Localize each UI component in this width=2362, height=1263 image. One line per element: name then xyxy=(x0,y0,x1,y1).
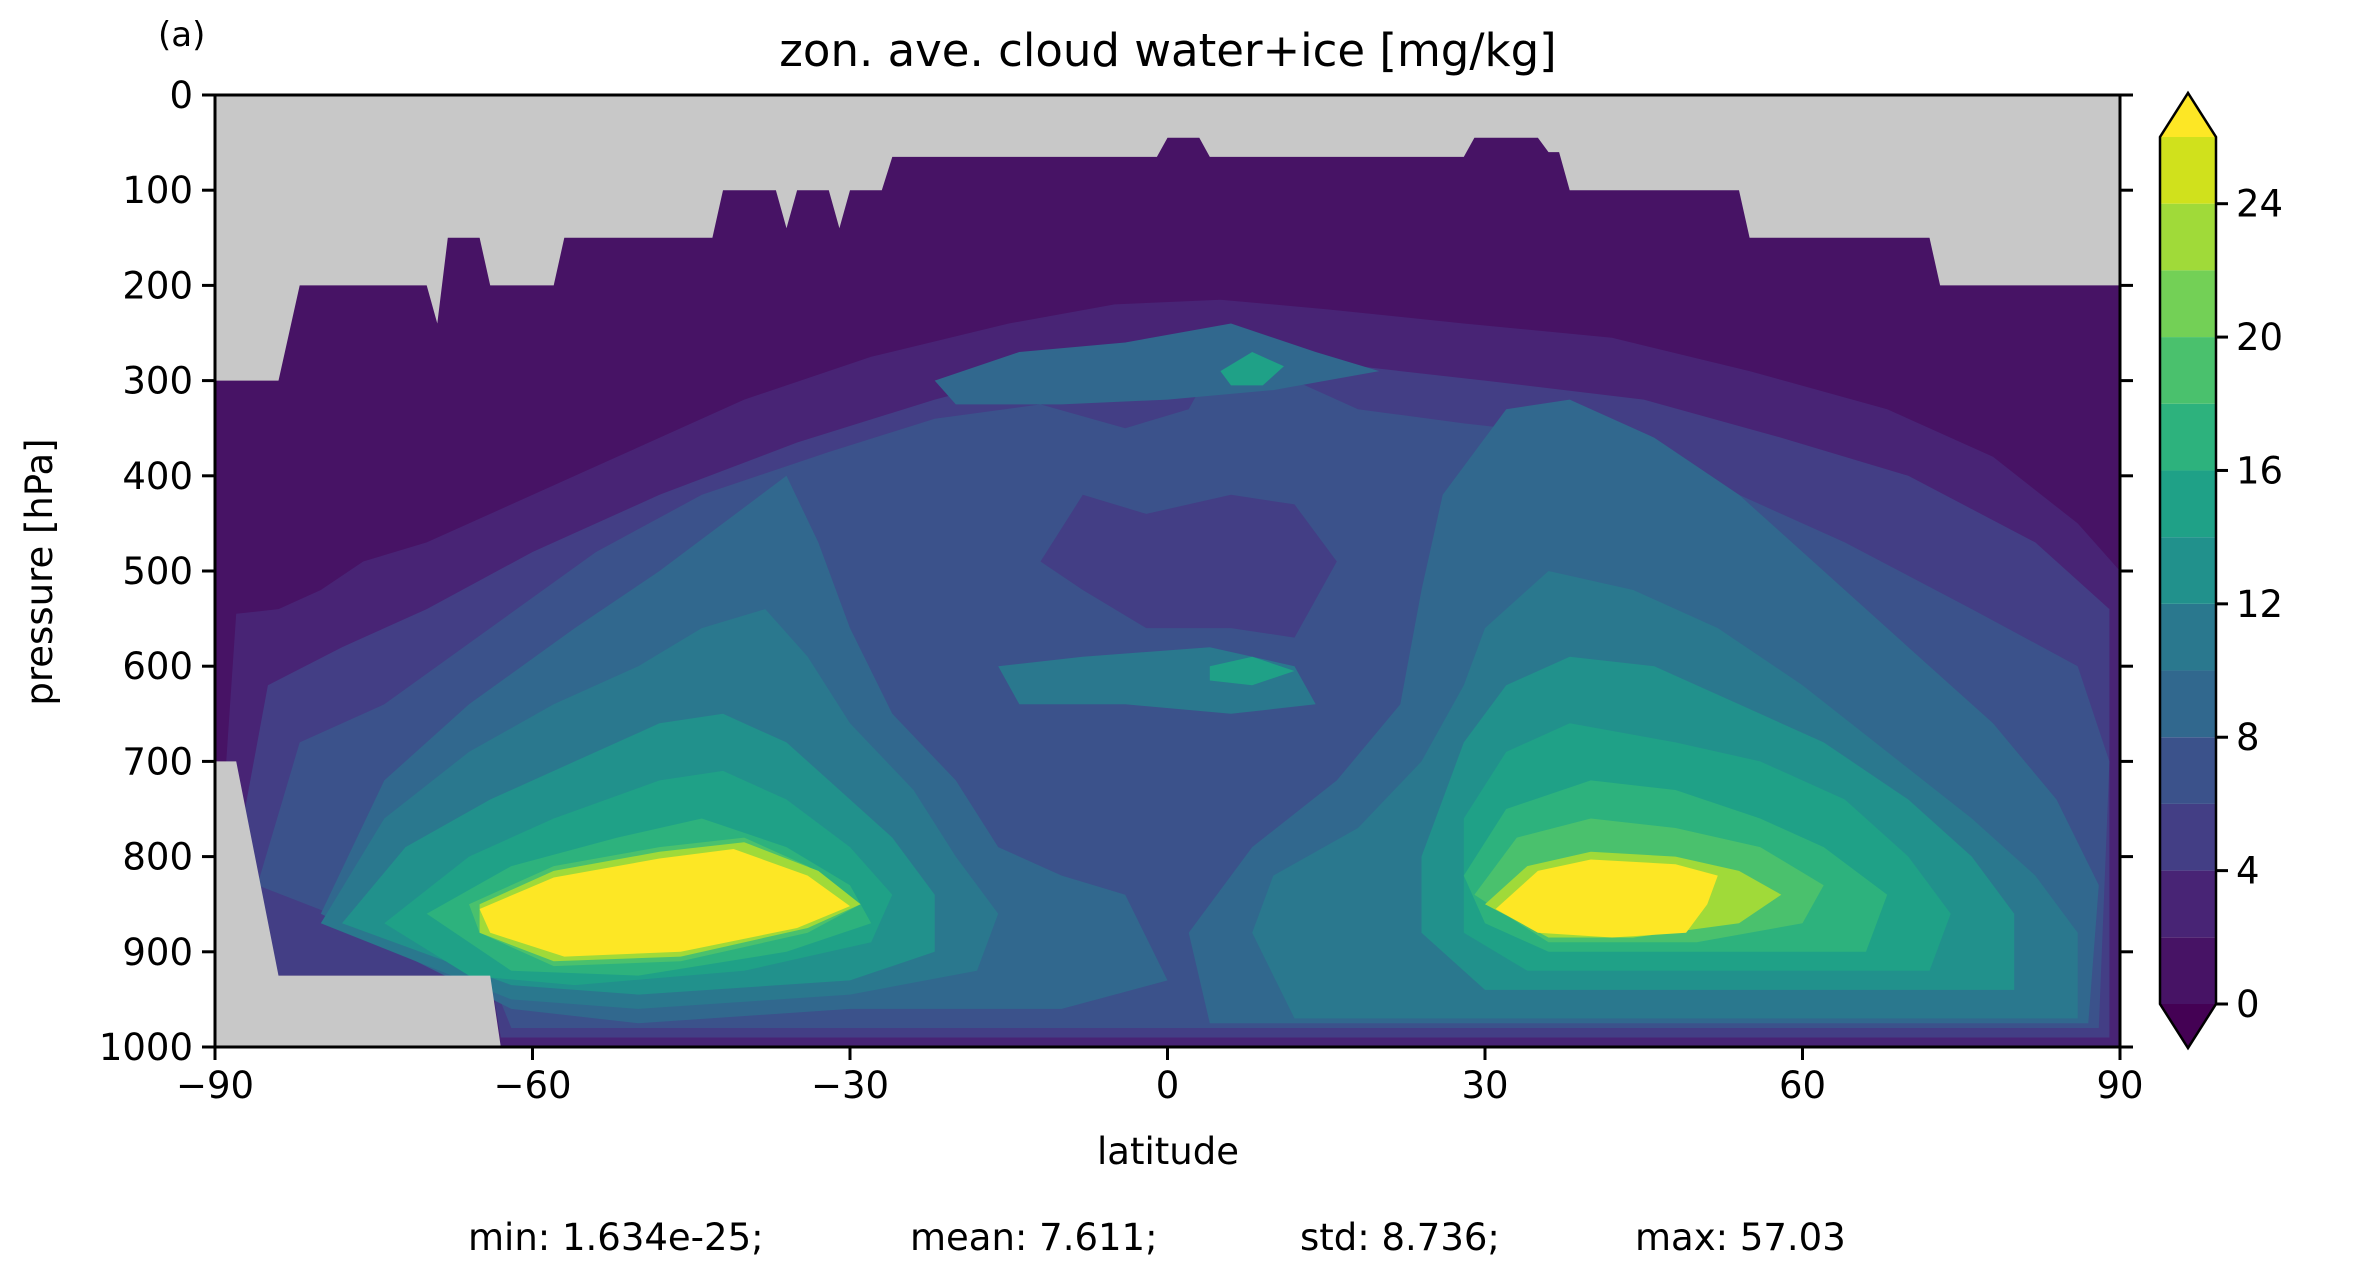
contour-fields xyxy=(215,95,2120,1047)
colorbar-tick-label: 20 xyxy=(2236,316,2283,359)
y-tick-label: 100 xyxy=(122,169,193,212)
colorbar-tick-label: 16 xyxy=(2236,449,2283,492)
colorbar-band xyxy=(2160,403,2216,471)
colorbar-band xyxy=(2160,737,2216,804)
field-core-upper xyxy=(1220,352,1284,386)
y-tick-label: 1000 xyxy=(99,1026,193,1069)
colorbar-band xyxy=(2160,137,2216,204)
colorbar-band xyxy=(2160,870,2216,938)
x-axis-label: latitude xyxy=(1097,1130,1239,1173)
y-tick-label: 500 xyxy=(122,550,193,593)
colorbar-tick-label: 0 xyxy=(2236,983,2260,1026)
y-tick-label: 0 xyxy=(169,74,193,117)
x-tick-label: −30 xyxy=(811,1064,889,1107)
y-axis-ticks: 0 100 200 300 400 500 600 700 800 900 1000 xyxy=(99,74,2133,1069)
field-contour-8-upper xyxy=(934,323,1380,405)
panel-label: (a) xyxy=(158,15,205,55)
x-axis-ticks: −90 −60 −30 0 30 60 90 xyxy=(176,1047,2144,1107)
field-contour-8-mid xyxy=(1040,494,1337,638)
colorbar-band xyxy=(2160,670,2216,738)
colorbar-band xyxy=(2160,937,2216,1004)
colorbar-band xyxy=(2160,603,2216,671)
colorbar-over-arrow xyxy=(2160,93,2216,137)
colorbar-band xyxy=(2160,270,2216,338)
x-tick-label: −60 xyxy=(493,1064,571,1107)
x-tick-label: 60 xyxy=(1779,1064,1826,1107)
colorbar-tick-label: 24 xyxy=(2236,183,2283,226)
stat-std: std: 8.736; xyxy=(1300,1216,1500,1259)
y-tick-label: 400 xyxy=(122,455,193,498)
x-tick-label: 90 xyxy=(2096,1064,2143,1107)
y-axis-label: pressure [hPa] xyxy=(18,438,61,705)
missing-bottom-left-gap xyxy=(215,761,501,1047)
field-mid-bulge xyxy=(1209,656,1295,686)
stat-mean: mean: 7.611; xyxy=(910,1216,1158,1259)
chart-title: zon. ave. cloud water+ice [mg/kg] xyxy=(779,24,1556,77)
stat-max: max: 57.03 xyxy=(1635,1216,1846,1259)
colorbar-band xyxy=(2160,337,2216,404)
x-tick-label: 0 xyxy=(1156,1064,1180,1107)
y-tick-label: 700 xyxy=(122,740,193,783)
colorbar-band xyxy=(2160,203,2216,271)
colorbar-outline xyxy=(2158,90,2218,1051)
y-tick-label: 600 xyxy=(122,645,193,688)
stat-min: min: 1.634e-25; xyxy=(468,1216,764,1259)
y-tick-label: 300 xyxy=(122,360,193,403)
colorbar-tick-label: 8 xyxy=(2236,716,2260,759)
plot-area: −90 −60 −30 0 30 60 90 0 100 200 300 400 500 600 700 8… xyxy=(99,74,2144,1107)
colorbar-tick-label: 4 xyxy=(2236,850,2260,893)
x-tick-label: 30 xyxy=(1461,1064,1508,1107)
colorbar-band xyxy=(2160,537,2216,604)
x-tick-label: −90 xyxy=(176,1064,254,1107)
field-core-right xyxy=(1495,859,1718,938)
colorbar: 0 4 8 12 16 20 24 xyxy=(2158,90,2283,1051)
stats-line: min: 1.634e-25; mean: 7.611; std: 8.736;… xyxy=(468,1216,1846,1259)
colorbar-under-arrow xyxy=(2160,1004,2216,1048)
y-tick-label: 900 xyxy=(122,931,193,974)
colorbar-tick-label: 12 xyxy=(2236,583,2283,626)
y-tick-label: 200 xyxy=(122,264,193,307)
colorbar-band xyxy=(2160,803,2216,871)
missing-top-of-data xyxy=(215,95,2120,381)
field-core-left xyxy=(479,849,850,957)
colorbar-band xyxy=(2160,470,2216,538)
y-tick-label: 800 xyxy=(122,836,193,879)
